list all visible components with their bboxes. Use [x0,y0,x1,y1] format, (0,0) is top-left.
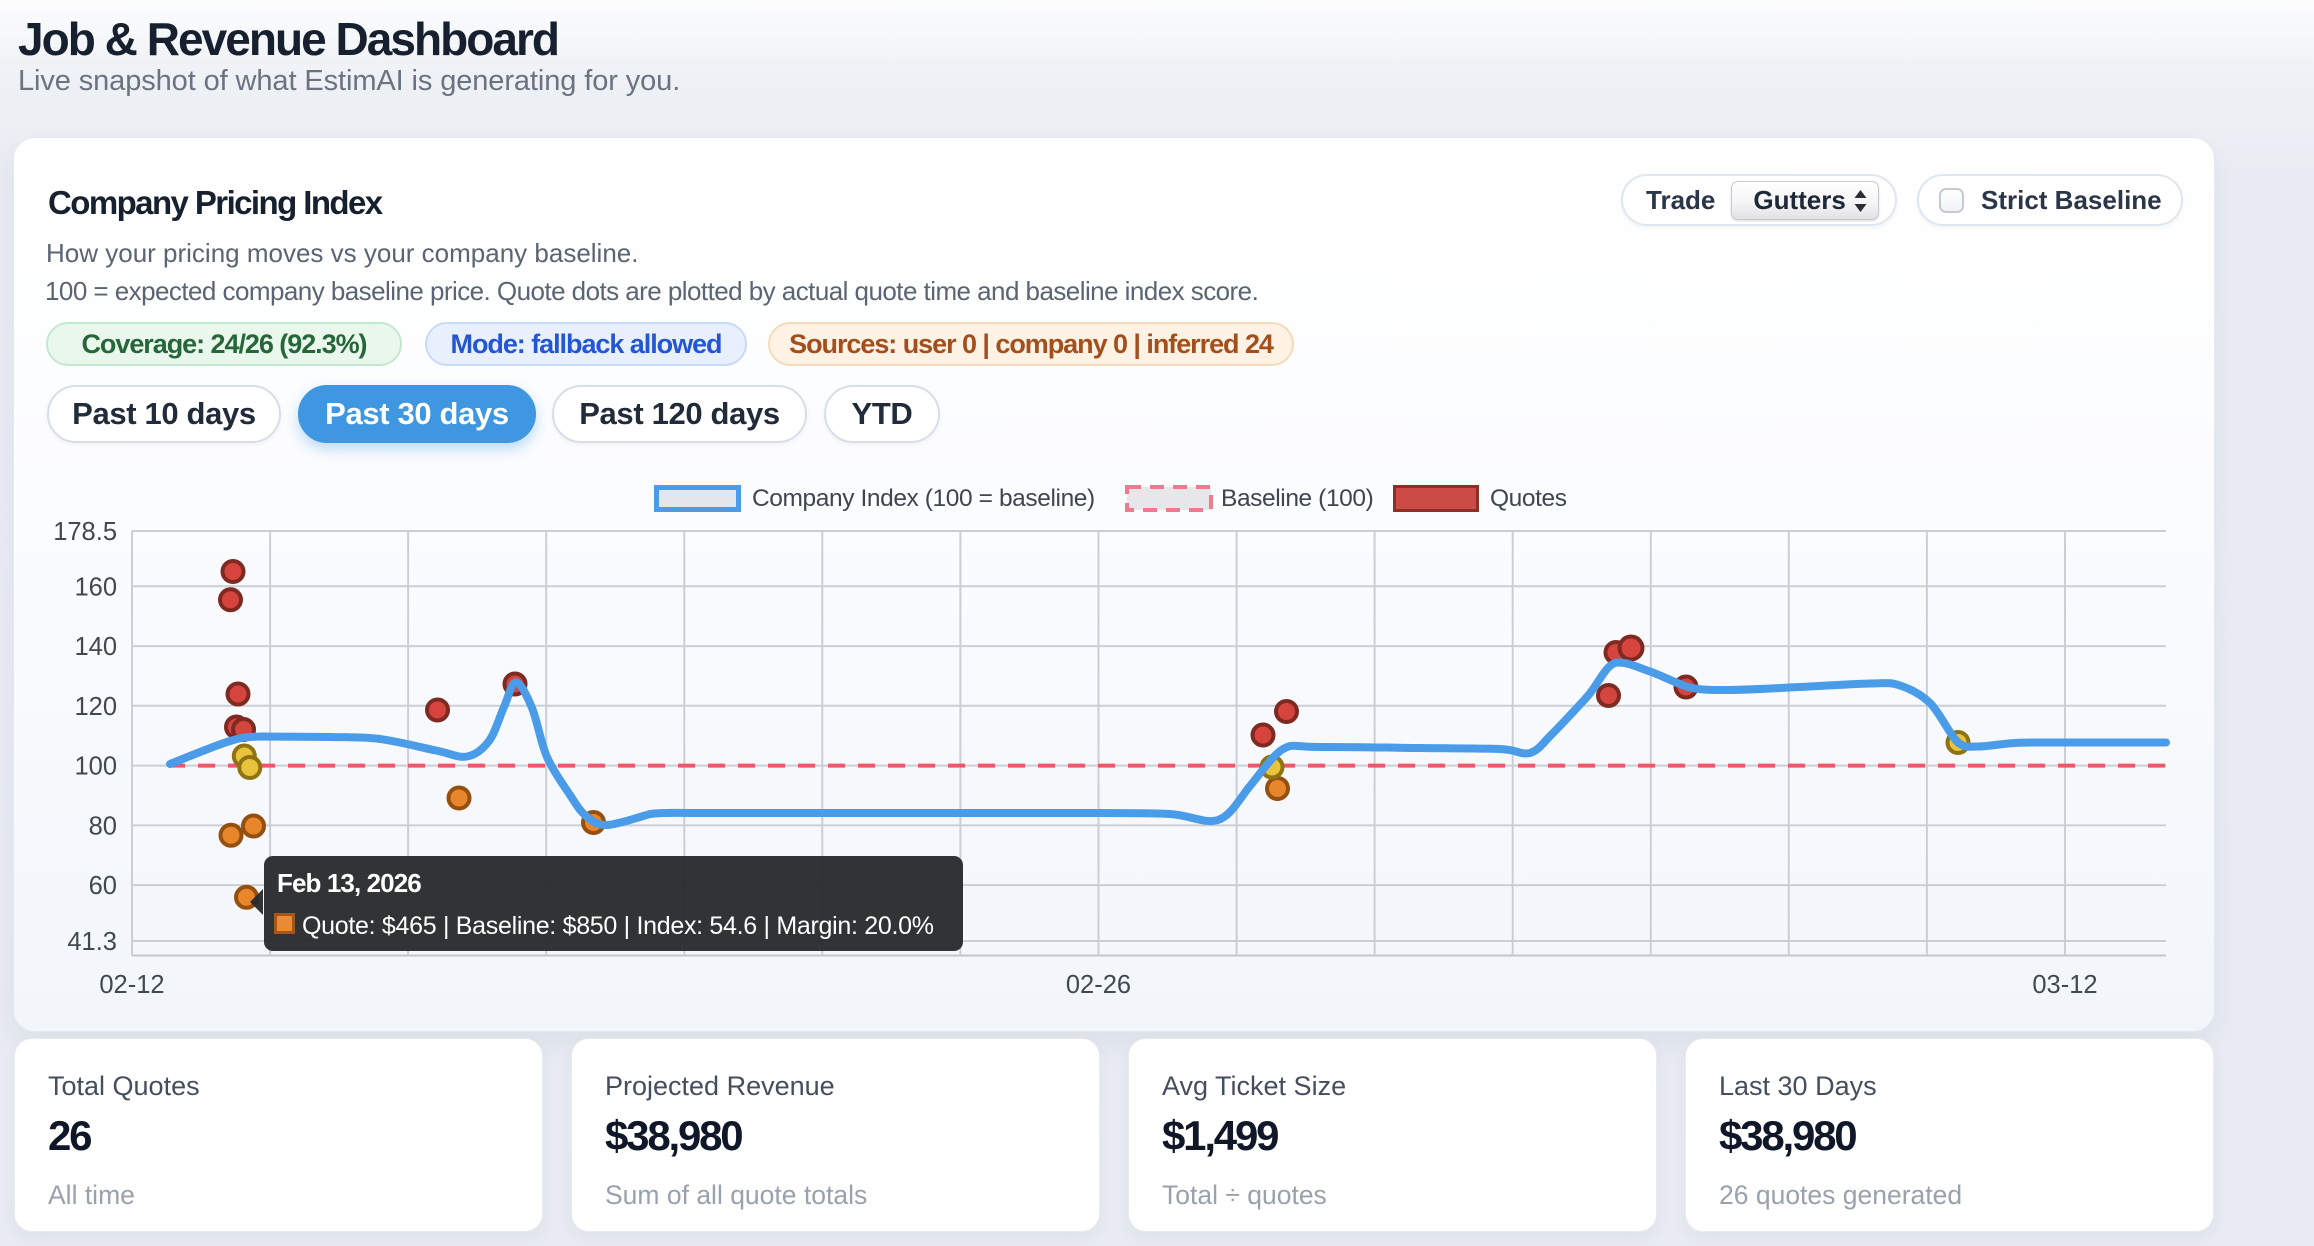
svg-text:60: 60 [89,872,117,900]
svg-text:41.3: 41.3 [67,928,117,956]
svg-text:80: 80 [89,812,117,840]
svg-text:03-12: 03-12 [2032,971,2097,999]
svg-text:140: 140 [74,633,117,661]
svg-text:02-12: 02-12 [99,971,164,999]
svg-text:178.5: 178.5 [53,518,117,546]
svg-text:160: 160 [74,573,117,601]
svg-text:100: 100 [74,753,117,781]
svg-text:02-26: 02-26 [1066,971,1131,999]
svg-text:120: 120 [74,693,117,721]
